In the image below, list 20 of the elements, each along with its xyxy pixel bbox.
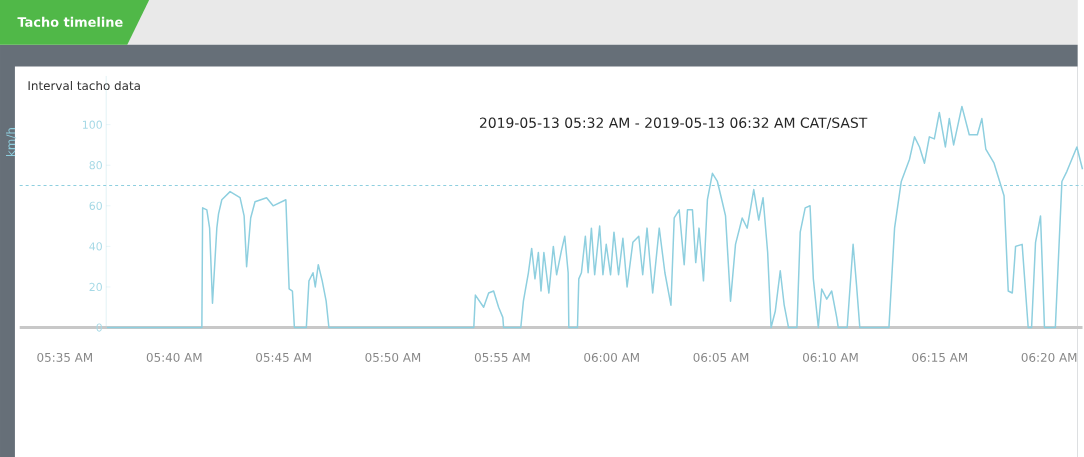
x-tick-label: 06:05 AM <box>693 352 749 362</box>
x-tick-label: 05:50 AM <box>365 352 421 362</box>
y-axis-title: km/h <box>6 127 17 156</box>
y-tick-label: 60 <box>89 201 102 210</box>
x-tick-label: 05:35 AM <box>37 352 92 362</box>
x-tick-label: 05:55 AM <box>474 352 530 362</box>
x-tick-label: 05:40 AM <box>146 352 202 362</box>
x-tick-label: 05:45 AM <box>256 352 311 362</box>
y-tick-label: 80 <box>89 160 102 170</box>
x-tick-label: 06:15 AM <box>912 352 967 362</box>
y-tick-label: 100 <box>83 120 102 129</box>
y-tick-label: 20 <box>89 282 102 291</box>
y-tick-label: 40 <box>89 242 102 251</box>
x-tick-label: 06:10 AM <box>802 352 858 362</box>
text: 2019-05-13 05:32 AM - 2019-05-13 06:32 AM CAT/SAST <box>479 117 868 129</box>
x-tick-label: 06:00 AM <box>584 352 639 362</box>
x-tick-label: 06:20 AM <box>1021 352 1077 362</box>
text: Tacho timeline <box>17 16 123 27</box>
y-tick-label: 0 <box>96 323 102 332</box>
chart-title: Interval tacho data <box>28 80 140 90</box>
